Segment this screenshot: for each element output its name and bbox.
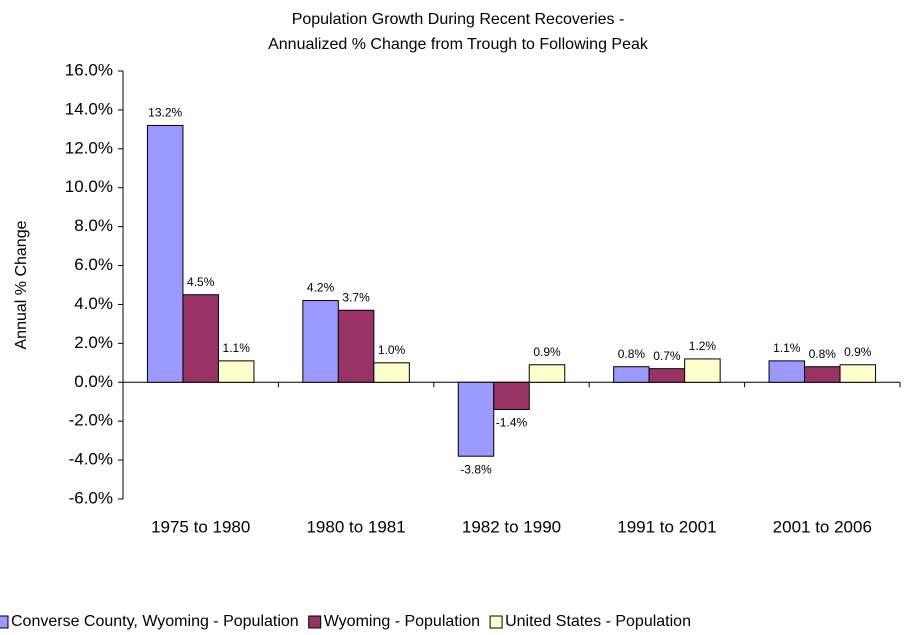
value-label: 4.5% <box>187 275 215 289</box>
x-tick-label: 1982 to 1990 <box>462 517 561 536</box>
value-label: 1.1% <box>773 341 801 355</box>
y-tick-label: -4.0% <box>69 450 113 469</box>
chart-subtitle: Annualized % Change from Trough to Follo… <box>268 36 649 53</box>
bar <box>648 368 686 383</box>
bar <box>302 300 339 383</box>
bar <box>613 366 650 383</box>
y-tick-label: 8.0% <box>74 216 113 235</box>
y-tick-label: -6.0% <box>69 488 113 507</box>
chart-title: Population Growth During Recent Recoveri… <box>292 11 625 28</box>
legend-swatch <box>0 615 9 629</box>
value-label: 0.7% <box>653 349 681 363</box>
value-label: 4.2% <box>307 281 335 295</box>
y-tick-label: -2.0% <box>69 411 113 430</box>
value-label: 0.8% <box>809 347 837 361</box>
y-tick-label: 6.0% <box>74 255 113 274</box>
bar <box>768 360 806 383</box>
legend-swatch <box>308 615 322 629</box>
bar <box>839 364 877 383</box>
x-tick-label: 1975 to 1980 <box>151 517 250 536</box>
bar <box>146 124 184 383</box>
y-tick-label: 16.0% <box>65 60 113 79</box>
value-label: 13.2% <box>148 106 182 120</box>
legend-label: United States - Population <box>505 613 691 630</box>
value-label: 3.7% <box>342 290 370 304</box>
y-tick-label: 2.0% <box>74 333 113 352</box>
legend-label: Converse County, Wyoming - Population <box>11 613 299 630</box>
bar <box>373 362 410 383</box>
bar <box>457 381 495 457</box>
x-tick-label: 2001 to 2006 <box>773 517 872 536</box>
y-tick-label: 0.0% <box>74 372 113 391</box>
legend-label: Wyoming - Population <box>324 613 480 630</box>
bar <box>217 360 255 383</box>
value-label: 0.8% <box>618 347 646 361</box>
bar <box>493 381 530 411</box>
x-tick-label: 1991 to 2001 <box>617 517 716 536</box>
bar <box>182 294 219 383</box>
value-label: 0.9% <box>533 345 561 359</box>
legend-swatch <box>489 615 503 629</box>
x-tick-label: 1980 to 1981 <box>306 517 405 536</box>
value-label: -3.8% <box>460 462 492 476</box>
y-tick-label: 4.0% <box>74 294 113 313</box>
bar <box>528 364 566 383</box>
y-tick-label: 10.0% <box>65 177 113 196</box>
y-tick-label: 12.0% <box>65 138 113 157</box>
value-label: 1.0% <box>378 343 406 357</box>
value-label: -1.4% <box>496 416 528 430</box>
bar <box>804 366 841 383</box>
y-tick-label: 14.0% <box>65 99 113 118</box>
bar <box>684 358 721 383</box>
bar <box>337 309 375 383</box>
value-label: 1.1% <box>223 341 251 355</box>
y-axis-label: Annual % Change <box>13 220 30 349</box>
value-label: 1.2% <box>689 339 717 353</box>
value-label: 0.9% <box>844 345 872 359</box>
